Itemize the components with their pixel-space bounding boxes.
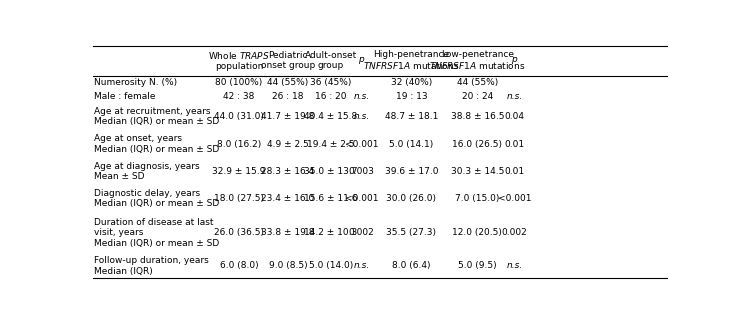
Text: 0.003: 0.003 bbox=[348, 167, 374, 176]
Text: Male : female: Male : female bbox=[94, 92, 156, 100]
Text: 5.0 (9.5): 5.0 (9.5) bbox=[458, 261, 496, 270]
Text: n.s.: n.s. bbox=[353, 92, 370, 100]
Text: $\it{p}$: $\it{p}$ bbox=[511, 55, 519, 66]
Text: High-penetrance
$\it{TNFRSF1A}$ mutations: High-penetrance $\it{TNFRSF1A}$ mutation… bbox=[363, 50, 459, 72]
Text: 8.0 (16.2): 8.0 (16.2) bbox=[217, 140, 261, 149]
Text: 16.0 (26.5): 16.0 (26.5) bbox=[453, 140, 502, 149]
Text: 8.0 (6.4): 8.0 (6.4) bbox=[392, 261, 431, 270]
Text: 28.3 ± 16.4: 28.3 ± 16.4 bbox=[262, 167, 314, 176]
Text: 36 (45%): 36 (45%) bbox=[310, 78, 352, 87]
Text: 5.0 (14.1): 5.0 (14.1) bbox=[389, 140, 433, 149]
Text: 39.6 ± 17.0: 39.6 ± 17.0 bbox=[385, 167, 438, 176]
Text: 44 (55%): 44 (55%) bbox=[456, 78, 498, 87]
Text: Age at recruitment, years
Median (IQR) or mean ± SD: Age at recruitment, years Median (IQR) o… bbox=[94, 107, 219, 126]
Text: Low-penetrance
$\it{TNFRSF1A}$ mutations: Low-penetrance $\it{TNFRSF1A}$ mutations bbox=[429, 50, 525, 72]
Text: 40.4 ± 15.8: 40.4 ± 15.8 bbox=[305, 112, 358, 121]
Text: 0.01: 0.01 bbox=[505, 167, 525, 176]
Text: 0.01: 0.01 bbox=[505, 140, 525, 149]
Text: 0.002: 0.002 bbox=[348, 228, 374, 238]
Text: Diagnostic delay, years
Median (IQR) or mean ± SD: Diagnostic delay, years Median (IQR) or … bbox=[94, 189, 219, 209]
Text: Adult-onset
group: Adult-onset group bbox=[305, 51, 357, 70]
Text: 32 (40%): 32 (40%) bbox=[391, 78, 432, 87]
Text: 18.0 (27.5): 18.0 (27.5) bbox=[214, 194, 264, 203]
Text: 30.3 ± 14.5: 30.3 ± 14.5 bbox=[451, 167, 504, 176]
Text: 42 : 38: 42 : 38 bbox=[223, 92, 255, 100]
Text: 5.0 (14.0): 5.0 (14.0) bbox=[309, 261, 353, 270]
Text: Whole $\it{TRAPS}$
population: Whole $\it{TRAPS}$ population bbox=[208, 50, 270, 71]
Text: Duration of disease at last
visit, years
Median (IQR) or mean ± SD: Duration of disease at last visit, years… bbox=[94, 218, 219, 248]
Text: $\it{p}$: $\it{p}$ bbox=[358, 55, 365, 66]
Text: 0.04: 0.04 bbox=[505, 112, 525, 121]
Text: n.s.: n.s. bbox=[507, 92, 523, 100]
Text: Numerosity N. (%): Numerosity N. (%) bbox=[94, 78, 177, 87]
Text: 32.9 ± 15.9: 32.9 ± 15.9 bbox=[213, 167, 266, 176]
Text: n.s.: n.s. bbox=[353, 112, 370, 121]
Text: 44.0 (31.0): 44.0 (31.0) bbox=[214, 112, 264, 121]
Text: Age at onset, years
Median (IQR) or mean ± SD: Age at onset, years Median (IQR) or mean… bbox=[94, 134, 219, 154]
Text: 0.002: 0.002 bbox=[502, 228, 528, 238]
Text: 16 : 20: 16 : 20 bbox=[315, 92, 347, 100]
Text: 9.0 (8.5): 9.0 (8.5) bbox=[268, 261, 308, 270]
Text: 12.0 (20.5): 12.0 (20.5) bbox=[453, 228, 502, 238]
Text: 33.8 ± 19.8: 33.8 ± 19.8 bbox=[261, 228, 315, 238]
Text: 48.7 ± 18.1: 48.7 ± 18.1 bbox=[385, 112, 438, 121]
Text: 30.0 (26.0): 30.0 (26.0) bbox=[386, 194, 436, 203]
Text: <0.001: <0.001 bbox=[498, 194, 531, 203]
Text: 38.8 ± 16.5: 38.8 ± 16.5 bbox=[451, 112, 504, 121]
Text: 26.0 (36.5): 26.0 (36.5) bbox=[214, 228, 264, 238]
Text: 6.0 (8.0): 6.0 (8.0) bbox=[220, 261, 259, 270]
Text: Pediatric
onset group: Pediatric onset group bbox=[261, 51, 315, 70]
Text: Age at diagnosis, years
Mean ± SD: Age at diagnosis, years Mean ± SD bbox=[94, 162, 199, 181]
Text: 15.6 ± 11.6: 15.6 ± 11.6 bbox=[305, 194, 358, 203]
Text: 7.0 (15.0): 7.0 (15.0) bbox=[455, 194, 499, 203]
Text: n.s.: n.s. bbox=[353, 261, 370, 270]
Text: <0.001: <0.001 bbox=[345, 140, 378, 149]
Text: 23.4 ± 16.0: 23.4 ± 16.0 bbox=[262, 194, 314, 203]
Text: 44 (55%): 44 (55%) bbox=[268, 78, 308, 87]
Text: 19 : 13: 19 : 13 bbox=[396, 92, 427, 100]
Text: Follow-up duration, years
Median (IQR): Follow-up duration, years Median (IQR) bbox=[94, 256, 208, 275]
Text: n.s.: n.s. bbox=[507, 261, 523, 270]
Text: 80 (100%): 80 (100%) bbox=[216, 78, 263, 87]
Text: <0.001: <0.001 bbox=[345, 194, 378, 203]
Text: 35.5 (27.3): 35.5 (27.3) bbox=[386, 228, 436, 238]
Text: 35.0 ± 13.7: 35.0 ± 13.7 bbox=[305, 167, 358, 176]
Text: 41.7 ± 19.8: 41.7 ± 19.8 bbox=[261, 112, 315, 121]
Text: 14.2 ± 10.3: 14.2 ± 10.3 bbox=[305, 228, 358, 238]
Text: 20 : 24: 20 : 24 bbox=[462, 92, 493, 100]
Text: 4.9 ± 2.5: 4.9 ± 2.5 bbox=[267, 140, 309, 149]
Text: 19.4 ± 2.5: 19.4 ± 2.5 bbox=[308, 140, 355, 149]
Text: 26 : 18: 26 : 18 bbox=[272, 92, 304, 100]
